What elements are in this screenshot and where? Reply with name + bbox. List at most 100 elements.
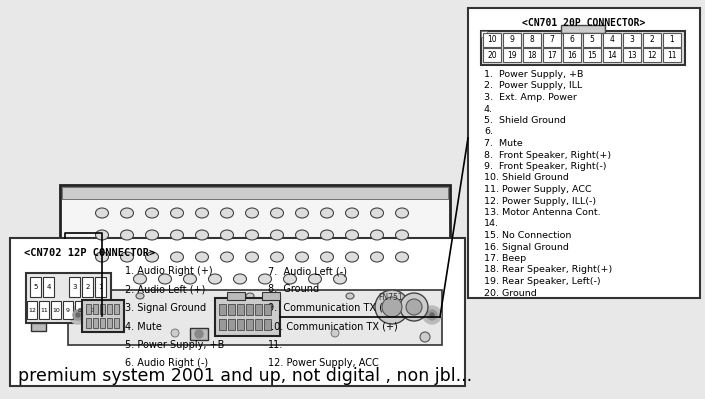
- Text: 12: 12: [28, 308, 36, 312]
- Circle shape: [195, 330, 203, 338]
- Bar: [60, 185, 450, 370]
- Bar: [643, 48, 661, 62]
- Text: 5: 5: [589, 36, 594, 45]
- Text: 13. Motor Antenna Cont.: 13. Motor Antenna Cont.: [484, 208, 601, 217]
- Text: 19: 19: [507, 51, 517, 59]
- Bar: [91, 323, 106, 331]
- Text: 2: 2: [85, 284, 90, 290]
- Circle shape: [375, 290, 409, 324]
- Text: 3. Signal Ground: 3. Signal Ground: [125, 303, 206, 313]
- Ellipse shape: [121, 208, 133, 218]
- Circle shape: [416, 306, 424, 314]
- Bar: [99, 301, 109, 319]
- Ellipse shape: [245, 252, 259, 262]
- Ellipse shape: [245, 208, 259, 218]
- Text: 9.  Communication TX (-): 9. Communication TX (-): [268, 303, 391, 313]
- Ellipse shape: [195, 230, 209, 240]
- Ellipse shape: [295, 208, 309, 218]
- Ellipse shape: [295, 230, 309, 240]
- Ellipse shape: [396, 208, 408, 218]
- Bar: [228, 319, 235, 330]
- Text: 15: 15: [587, 51, 597, 59]
- Circle shape: [73, 310, 83, 320]
- Bar: [87, 301, 97, 319]
- Bar: [82, 300, 124, 332]
- Ellipse shape: [295, 252, 309, 262]
- Bar: [107, 318, 112, 328]
- Text: 5: 5: [33, 284, 37, 290]
- Bar: [228, 304, 235, 315]
- Ellipse shape: [321, 208, 333, 218]
- Text: 4. Mute: 4. Mute: [125, 322, 162, 332]
- Bar: [563, 33, 581, 47]
- Circle shape: [331, 329, 339, 337]
- Text: 8: 8: [78, 308, 82, 312]
- Bar: [623, 48, 641, 62]
- Text: 19. Rear Speaker, Left(-): 19. Rear Speaker, Left(-): [484, 277, 601, 286]
- Text: 16: 16: [568, 51, 577, 59]
- Text: 17. Beep: 17. Beep: [484, 254, 526, 263]
- Bar: [43, 277, 54, 297]
- Text: 3.  Ext. Amp. Power: 3. Ext. Amp. Power: [484, 93, 577, 102]
- Circle shape: [76, 313, 80, 317]
- Ellipse shape: [346, 293, 354, 299]
- Ellipse shape: [121, 230, 133, 240]
- Bar: [82, 277, 93, 297]
- Text: 5.  Shield Ground: 5. Shield Ground: [484, 116, 566, 125]
- Text: 4: 4: [610, 36, 615, 45]
- Ellipse shape: [145, 252, 159, 262]
- Bar: [31, 323, 46, 331]
- Bar: [62, 187, 448, 199]
- Bar: [623, 33, 641, 47]
- Ellipse shape: [195, 252, 209, 262]
- Text: 14.: 14.: [484, 219, 499, 229]
- Text: 10. Communication TX (+): 10. Communication TX (+): [268, 322, 398, 332]
- Text: 9.  Front Speaker, Right(-): 9. Front Speaker, Right(-): [484, 162, 606, 171]
- Bar: [255, 319, 262, 330]
- Bar: [95, 277, 106, 297]
- Bar: [68, 290, 442, 345]
- Text: 6: 6: [102, 308, 106, 312]
- Text: 4.: 4.: [484, 105, 493, 113]
- Text: 12. Power Supply, ACC: 12. Power Supply, ACC: [268, 358, 379, 369]
- Text: 2. Audio Left (+): 2. Audio Left (+): [125, 284, 205, 294]
- Ellipse shape: [321, 252, 333, 262]
- Bar: [10, 238, 465, 386]
- Circle shape: [86, 306, 94, 314]
- Text: 6.: 6.: [484, 128, 493, 136]
- Text: 1.  Power Supply, +B: 1. Power Supply, +B: [484, 70, 583, 79]
- Text: 3: 3: [630, 36, 635, 45]
- Ellipse shape: [345, 230, 359, 240]
- Ellipse shape: [271, 252, 283, 262]
- Circle shape: [406, 299, 422, 315]
- Bar: [483, 48, 501, 62]
- Text: 11. Power Supply, ACC: 11. Power Supply, ACC: [484, 185, 591, 194]
- Text: 10. Shield Ground: 10. Shield Ground: [484, 174, 569, 182]
- Bar: [69, 277, 80, 297]
- Bar: [583, 33, 601, 47]
- Ellipse shape: [159, 274, 171, 284]
- Bar: [219, 304, 226, 315]
- Ellipse shape: [221, 252, 233, 262]
- Text: 13: 13: [627, 51, 637, 59]
- Text: 9: 9: [510, 36, 515, 45]
- Text: 6. Audio Right (-): 6. Audio Right (-): [125, 358, 208, 369]
- Text: 7: 7: [550, 36, 554, 45]
- Bar: [246, 304, 253, 315]
- Ellipse shape: [209, 274, 221, 284]
- Circle shape: [423, 306, 441, 324]
- Circle shape: [382, 297, 402, 317]
- Text: 7.  Mute: 7. Mute: [484, 139, 522, 148]
- Text: 7.  Audio Left (-): 7. Audio Left (-): [268, 266, 347, 276]
- Bar: [30, 277, 41, 297]
- Text: 16. Signal Ground: 16. Signal Ground: [484, 243, 569, 251]
- Bar: [481, 31, 685, 65]
- Circle shape: [171, 329, 179, 337]
- Circle shape: [427, 310, 437, 320]
- Bar: [523, 33, 541, 47]
- Text: 4: 4: [47, 284, 51, 290]
- Bar: [219, 319, 226, 330]
- Text: 9: 9: [66, 308, 70, 312]
- Bar: [26, 273, 111, 323]
- Bar: [603, 33, 621, 47]
